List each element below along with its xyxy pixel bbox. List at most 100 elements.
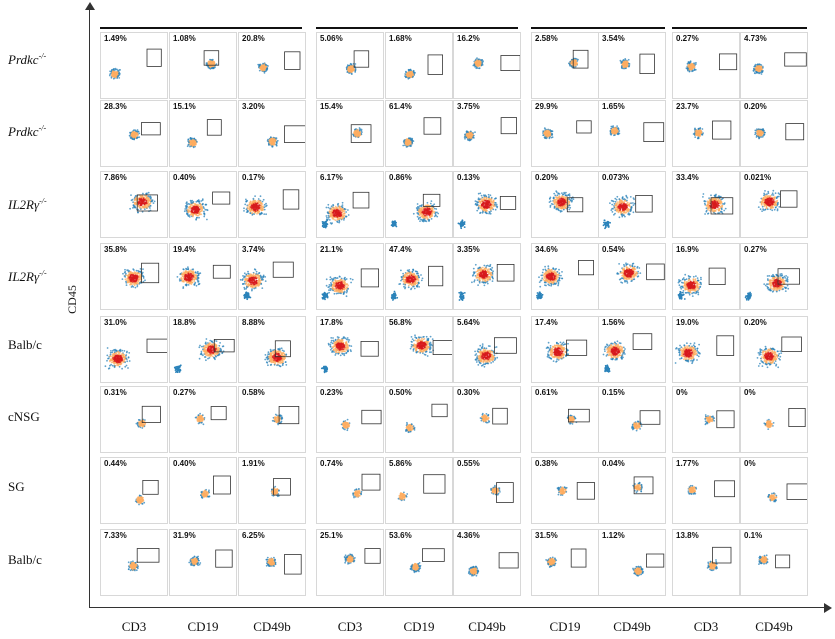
gate-box <box>353 50 370 68</box>
event-dot <box>567 206 570 209</box>
event-dot <box>139 204 142 206</box>
event-dot <box>256 208 259 211</box>
event-dot <box>205 62 208 65</box>
gate-percentage: 0.86% <box>389 173 412 182</box>
event-dot <box>153 200 156 203</box>
event-dot <box>340 212 343 214</box>
event-dot <box>133 199 136 202</box>
event-dot <box>337 210 340 212</box>
event-dot <box>323 221 326 224</box>
event-dot <box>337 212 340 215</box>
event-dot <box>262 62 264 65</box>
event-dot <box>483 197 485 199</box>
event-dot <box>188 216 191 218</box>
event-dot <box>205 203 208 206</box>
event-dot <box>693 68 696 71</box>
event-dot <box>569 60 572 63</box>
gate-percentage: 1.49% <box>104 34 127 43</box>
event-dot <box>349 65 352 67</box>
event-dot <box>757 63 759 66</box>
scatter-panel: 6.17% <box>316 171 384 238</box>
event-dot <box>246 204 249 207</box>
event-dot <box>568 193 571 195</box>
event-dot <box>623 62 626 65</box>
event-dot <box>547 134 549 136</box>
event-dot <box>408 77 411 79</box>
event-dot <box>203 210 205 213</box>
event-dot <box>697 136 700 139</box>
gate-percentage: 7.86% <box>104 173 127 182</box>
event-dot <box>424 219 426 222</box>
event-dot <box>478 205 480 207</box>
gate-box <box>203 50 220 66</box>
row-label: cNSG <box>0 409 95 425</box>
event-dot <box>544 133 547 136</box>
event-dot <box>755 70 758 73</box>
event-dot <box>137 130 140 133</box>
event-dot <box>555 196 557 199</box>
scatter-panel: 15.1% <box>169 100 237 167</box>
event-dot <box>187 214 189 217</box>
event-dot <box>419 220 421 222</box>
event-dot <box>543 136 546 139</box>
event-dot <box>489 212 492 215</box>
event-dot <box>762 70 764 72</box>
event-dot <box>553 206 556 209</box>
event-dot <box>431 212 433 215</box>
event-dot <box>622 66 625 69</box>
gate-box <box>352 191 370 209</box>
event-dot <box>116 68 118 71</box>
gate-percentage: 1.65% <box>602 102 625 111</box>
event-dot <box>113 75 116 78</box>
event-dot <box>265 68 268 71</box>
scatter-panel: 28.3% <box>100 100 168 167</box>
event-dot <box>491 207 494 209</box>
event-dot <box>760 73 763 75</box>
event-dot <box>621 61 623 64</box>
scatter-panel: 3.75% <box>453 100 521 167</box>
event-dot <box>263 203 266 206</box>
event-dot <box>550 130 552 132</box>
event-dot <box>493 198 496 200</box>
row-label: Prdkc-/- <box>0 124 95 140</box>
event-dot <box>689 60 692 63</box>
event-dot <box>756 66 759 69</box>
event-dot <box>753 68 756 71</box>
event-dot <box>195 213 197 216</box>
event-dot <box>481 204 483 207</box>
event-dot <box>760 71 763 73</box>
event-dot <box>549 204 552 207</box>
event-dot <box>269 142 272 145</box>
event-dot <box>426 207 428 209</box>
event-dot <box>411 70 413 73</box>
x-axis-line <box>89 607 824 608</box>
event-dot <box>486 212 488 215</box>
event-dot <box>407 75 409 77</box>
event-dot <box>615 130 618 132</box>
gate-percentage: 3.75% <box>457 102 480 111</box>
gate-percentage: 61.4% <box>389 102 412 111</box>
event-dot <box>476 209 479 212</box>
event-dot <box>137 203 140 205</box>
event-dot <box>426 201 429 204</box>
event-dot <box>259 207 262 210</box>
event-dot <box>489 203 492 206</box>
event-dot <box>185 207 188 210</box>
event-dot <box>335 210 338 213</box>
gate-percentage: 4.73% <box>744 34 767 43</box>
event-dot <box>408 141 410 143</box>
event-dot <box>625 62 627 64</box>
event-dot <box>331 210 333 213</box>
dot-plot <box>350 124 372 143</box>
event-dot <box>758 66 760 69</box>
event-dot <box>402 144 405 147</box>
gate-box <box>284 125 305 143</box>
event-dot <box>276 141 278 143</box>
event-dot <box>203 207 205 209</box>
event-dot <box>129 207 131 210</box>
event-dot <box>480 59 482 61</box>
event-dot <box>416 209 419 212</box>
gate-box <box>141 122 161 136</box>
scatter-panel: 16.2% <box>453 32 521 99</box>
event-dot <box>436 215 439 218</box>
